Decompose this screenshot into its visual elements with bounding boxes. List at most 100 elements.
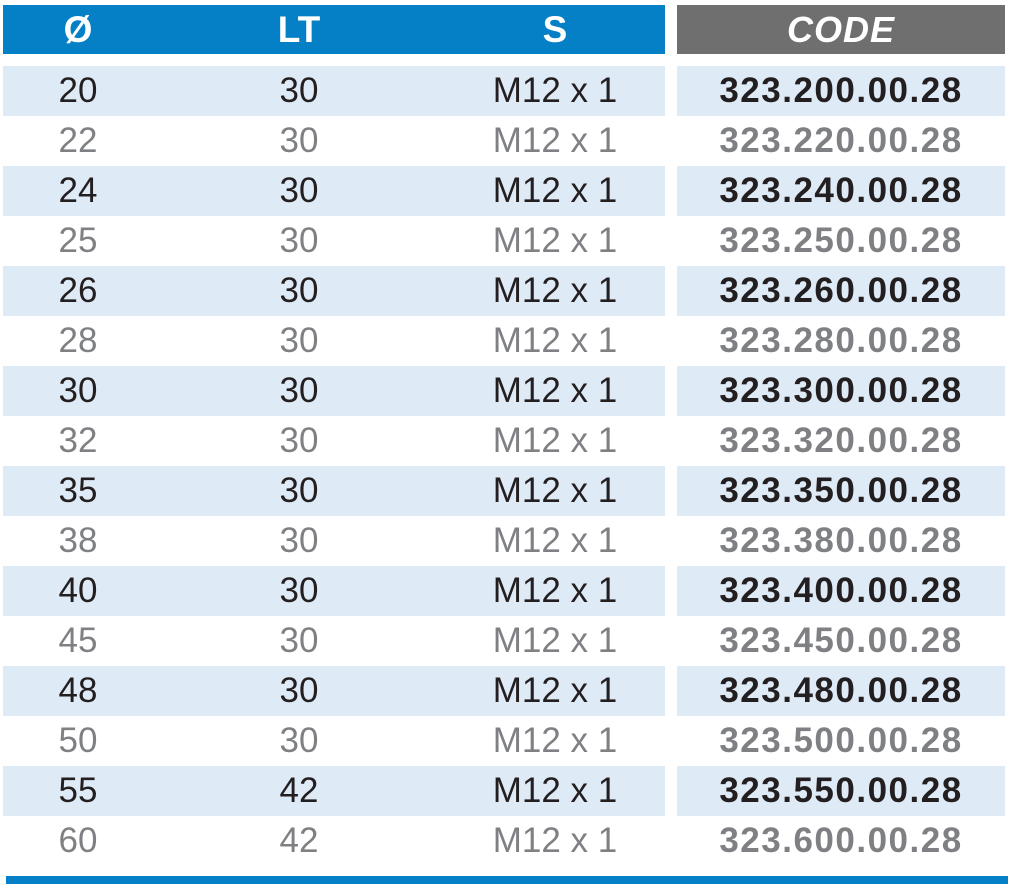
cell-s: M12 x 1	[445, 216, 665, 266]
cell-code: 323.480.00.28	[677, 666, 1005, 716]
cell-s: M12 x 1	[445, 266, 665, 316]
cell-lt: 30	[153, 616, 445, 666]
cell-code: 323.350.00.28	[677, 466, 1005, 516]
cell-code: 323.380.00.28	[677, 516, 1005, 566]
cell-diameter: 48	[3, 666, 153, 716]
cell-diameter: 40	[3, 566, 153, 616]
cell-lt: 30	[153, 366, 445, 416]
cell-s: M12 x 1	[445, 566, 665, 616]
table-body: 20 30 M12 x 1 323.200.00.28 22 30 M12 x …	[3, 66, 1005, 866]
cell-diameter: 35	[3, 466, 153, 516]
table-row: 50 30 M12 x 1 323.500.00.28	[3, 716, 1005, 766]
cell-column-gap	[665, 166, 677, 216]
cell-diameter: 32	[3, 416, 153, 466]
cell-s: M12 x 1	[445, 416, 665, 466]
cell-code: 323.250.00.28	[677, 216, 1005, 266]
cell-code: 323.240.00.28	[677, 166, 1005, 216]
cell-diameter: 30	[3, 366, 153, 416]
cell-diameter: 26	[3, 266, 153, 316]
table-row: 30 30 M12 x 1 323.300.00.28	[3, 366, 1005, 416]
cell-diameter: 45	[3, 616, 153, 666]
cell-lt: 30	[153, 466, 445, 516]
cell-s: M12 x 1	[445, 716, 665, 766]
table-row: 35 30 M12 x 1 323.350.00.28	[3, 466, 1005, 516]
table-row: 38 30 M12 x 1 323.380.00.28	[3, 516, 1005, 566]
table-row: 20 30 M12 x 1 323.200.00.28	[3, 66, 1005, 116]
cell-s: M12 x 1	[445, 766, 665, 816]
cell-diameter: 50	[3, 716, 153, 766]
cell-code: 323.300.00.28	[677, 366, 1005, 416]
cell-lt: 30	[153, 166, 445, 216]
product-spec-table: Ø LT S CODE 20 30 M12 x 1 323.200.00.28 …	[3, 5, 1005, 866]
cell-column-gap	[665, 366, 677, 416]
cell-lt: 30	[153, 316, 445, 366]
cell-lt: 30	[153, 66, 445, 116]
cell-s: M12 x 1	[445, 366, 665, 416]
cell-diameter: 55	[3, 766, 153, 816]
cell-code: 323.500.00.28	[677, 716, 1005, 766]
cell-column-gap	[665, 666, 677, 716]
cell-lt: 30	[153, 566, 445, 616]
cell-diameter: 20	[3, 66, 153, 116]
cell-column-gap	[665, 616, 677, 666]
cell-code: 323.200.00.28	[677, 66, 1005, 116]
cell-s: M12 x 1	[445, 816, 665, 866]
cell-lt: 30	[153, 716, 445, 766]
cell-column-gap	[665, 216, 677, 266]
cell-code: 323.600.00.28	[677, 816, 1005, 866]
cell-code: 323.280.00.28	[677, 316, 1005, 366]
cell-code: 323.260.00.28	[677, 266, 1005, 316]
cell-column-gap	[665, 66, 677, 116]
table-header-row: Ø LT S CODE	[3, 5, 1005, 66]
cell-code: 323.550.00.28	[677, 766, 1005, 816]
table-row: 60 42 M12 x 1 323.600.00.28	[3, 816, 1005, 866]
cell-diameter: 24	[3, 166, 153, 216]
table-row: 55 42 M12 x 1 323.550.00.28	[3, 766, 1005, 816]
table-row: 24 30 M12 x 1 323.240.00.28	[3, 166, 1005, 216]
cell-code: 323.320.00.28	[677, 416, 1005, 466]
cell-lt: 30	[153, 116, 445, 166]
bottom-accent-bar	[6, 876, 1008, 884]
cell-code: 323.220.00.28	[677, 116, 1005, 166]
column-header-code: CODE	[677, 5, 1005, 66]
cell-s: M12 x 1	[445, 66, 665, 116]
cell-column-gap	[665, 316, 677, 366]
cell-code: 323.450.00.28	[677, 616, 1005, 666]
cell-lt: 30	[153, 216, 445, 266]
cell-lt: 42	[153, 766, 445, 816]
cell-lt: 30	[153, 516, 445, 566]
table-row: 45 30 M12 x 1 323.450.00.28	[3, 616, 1005, 666]
cell-diameter: 22	[3, 116, 153, 166]
cell-diameter: 38	[3, 516, 153, 566]
header-column-gap	[665, 5, 677, 66]
cell-lt: 30	[153, 666, 445, 716]
cell-s: M12 x 1	[445, 116, 665, 166]
table-row: 26 30 M12 x 1 323.260.00.28	[3, 266, 1005, 316]
cell-s: M12 x 1	[445, 666, 665, 716]
table-row: 22 30 M12 x 1 323.220.00.28	[3, 116, 1005, 166]
cell-column-gap	[665, 566, 677, 616]
cell-column-gap	[665, 466, 677, 516]
table-row: 48 30 M12 x 1 323.480.00.28	[3, 666, 1005, 716]
cell-column-gap	[665, 766, 677, 816]
table-row: 40 30 M12 x 1 323.400.00.28	[3, 566, 1005, 616]
cell-s: M12 x 1	[445, 316, 665, 366]
cell-s: M12 x 1	[445, 466, 665, 516]
cell-diameter: 28	[3, 316, 153, 366]
cell-code: 323.400.00.28	[677, 566, 1005, 616]
table-row: 25 30 M12 x 1 323.250.00.28	[3, 216, 1005, 266]
cell-column-gap	[665, 816, 677, 866]
table-row: 28 30 M12 x 1 323.280.00.28	[3, 316, 1005, 366]
cell-lt: 42	[153, 816, 445, 866]
table-row: 32 30 M12 x 1 323.320.00.28	[3, 416, 1005, 466]
cell-diameter: 25	[3, 216, 153, 266]
cell-column-gap	[665, 266, 677, 316]
cell-lt: 30	[153, 266, 445, 316]
cell-column-gap	[665, 516, 677, 566]
cell-column-gap	[665, 716, 677, 766]
column-header-lt: LT	[153, 5, 445, 66]
cell-lt: 30	[153, 416, 445, 466]
cell-column-gap	[665, 116, 677, 166]
cell-column-gap	[665, 416, 677, 466]
